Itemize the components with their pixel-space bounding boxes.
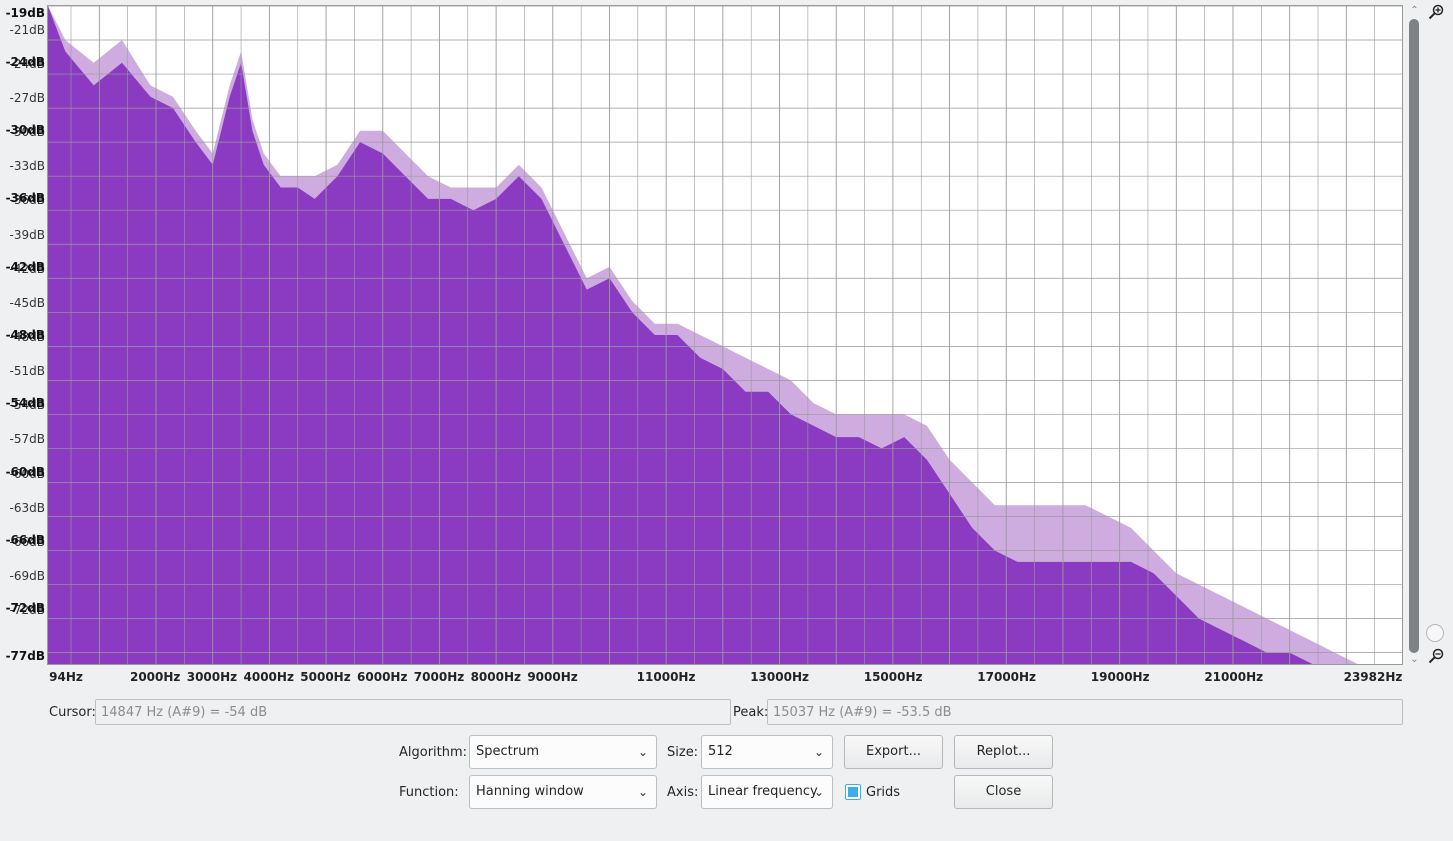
y-tick-label: -77dB — [5, 649, 45, 663]
y-tick-label: -72dB — [5, 601, 45, 616]
y-tick-label: -30dB — [5, 123, 45, 138]
function-label: Function: — [399, 785, 459, 800]
x-tick-label: 17000Hz — [977, 670, 1037, 684]
y-tick-label-ghost: -33dB — [9, 159, 45, 174]
spectrum-chart[interactable] — [48, 6, 1402, 664]
chevron-down-icon: ⌄ — [637, 745, 648, 759]
y-tick-label-ghost: -63dB — [9, 500, 45, 515]
y-tick-label: -24dB — [5, 54, 45, 69]
x-tick-label: 13000Hz — [750, 670, 809, 684]
x-tick-label: 7000Hz — [413, 670, 465, 684]
cursor-readout-field: 14847 Hz (A#9) = -54 dB — [95, 699, 731, 725]
replot-button[interactable]: Replot... — [954, 735, 1053, 769]
spectrum-plot[interactable] — [47, 5, 1403, 665]
peak-readout-field: 15037 Hz (A#9) = -53.5 dB — [767, 699, 1403, 725]
grids-label: Grids — [866, 785, 901, 800]
y-tick-label-ghost: -45dB — [9, 295, 45, 310]
y-tick-label-ghost: -48dB — [9, 330, 45, 344]
algorithm-select[interactable]: Spectrum ⌄ — [469, 735, 657, 769]
x-tick-label: 5000Hz — [300, 670, 351, 684]
vertical-scrollbar[interactable]: ⌃ ⌄ — [1408, 5, 1421, 665]
function-select[interactable]: Hanning window ⌄ — [469, 775, 657, 809]
chevron-down-icon: ⌄ — [637, 785, 648, 799]
zoom-in-icon[interactable] — [1428, 4, 1444, 20]
close-button[interactable]: Close — [954, 775, 1053, 809]
y-tick-label-ghost: -39dB — [9, 227, 45, 242]
algorithm-value: Spectrum — [476, 744, 539, 759]
y-tick-label: -54dB — [5, 396, 45, 411]
y-tick-label-ghost: -21dB — [9, 22, 45, 37]
y-tick-label: -36dB — [5, 191, 45, 206]
scroll-up-arrow-icon[interactable]: ⌃ — [1410, 5, 1419, 16]
chevron-down-icon: ⌄ — [813, 745, 824, 759]
y-tick-label: -60dB — [5, 464, 45, 479]
x-tick-label: 15000Hz — [863, 670, 923, 684]
y-tick-label-ghost: -30dB — [9, 125, 45, 140]
algorithm-label: Algorithm: — [399, 745, 468, 760]
function-value: Hanning window — [476, 784, 584, 799]
size-label: Size: — [667, 745, 699, 760]
scroll-down-arrow-icon[interactable]: ⌄ — [1410, 654, 1419, 665]
chevron-down-icon: ⌄ — [813, 785, 824, 799]
x-tick-label: 23982Hz — [1343, 670, 1403, 684]
y-tick-label-ghost: -69dB — [9, 568, 45, 583]
y-tick-label: -48dB — [5, 328, 45, 342]
cursor-label: Cursor: — [49, 705, 96, 720]
x-tick-label: 3000Hz — [186, 670, 238, 684]
zoom-slider-handle[interactable] — [1426, 624, 1444, 642]
scroll-thumb[interactable] — [1409, 19, 1419, 653]
x-tick-label: 9000Hz — [527, 670, 578, 684]
checkbox-checked-mark — [848, 787, 858, 797]
x-tick-label: 8000Hz — [470, 670, 521, 684]
y-tick-label-ghost: -27dB — [9, 91, 45, 106]
y-tick-label-ghost: -24dB — [9, 56, 45, 71]
y-tick-label: -19dB — [5, 6, 45, 20]
y-tick-label-ghost: -72dB — [9, 603, 45, 618]
axis-value: Linear frequency — [708, 784, 818, 799]
y-tick-label-ghost: -54dB — [9, 398, 45, 413]
x-tick-label: 19000Hz — [1090, 670, 1150, 684]
y-tick-label-ghost: -36dB — [9, 193, 45, 208]
x-tick-label: 11000Hz — [636, 670, 696, 684]
size-select[interactable]: 512 ⌄ — [701, 735, 833, 769]
axis-select[interactable]: Linear frequency ⌄ — [701, 775, 833, 809]
y-tick-label-ghost: -66dB — [9, 534, 45, 549]
spectrum-area — [48, 6, 1402, 664]
x-tick-label: 6000Hz — [357, 670, 408, 684]
y-tick-label: -42dB — [5, 259, 45, 274]
y-tick-label-ghost: -57dB — [9, 432, 45, 447]
y-tick-label-ghost: -51dB — [9, 364, 45, 379]
x-tick-label: 94Hz — [49, 670, 83, 684]
grids-checkbox[interactable] — [845, 784, 861, 800]
peak-label: Peak: — [733, 705, 769, 720]
x-tick-label: 2000Hz — [129, 670, 181, 684]
y-tick-label-ghost: -60dB — [9, 466, 45, 481]
export-button[interactable]: Export... — [844, 735, 943, 769]
y-tick-label: -66dB — [5, 532, 45, 547]
axis-label: Axis: — [667, 785, 699, 800]
y-tick-label-ghost: -42dB — [9, 261, 45, 276]
zoom-out-icon[interactable] — [1428, 648, 1444, 664]
x-tick-label: 4000Hz — [243, 670, 294, 684]
size-value: 512 — [708, 744, 733, 759]
x-tick-label: 21000Hz — [1204, 670, 1264, 684]
